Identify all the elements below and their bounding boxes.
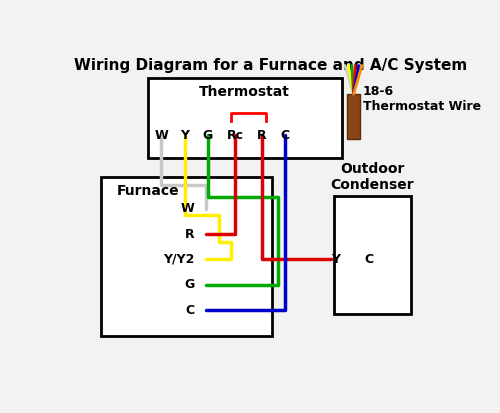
Text: C: C [365, 253, 374, 266]
Text: Furnace: Furnace [116, 184, 179, 198]
Text: Y/Y2: Y/Y2 [163, 253, 194, 266]
Text: W: W [180, 202, 194, 215]
Bar [348, 94, 360, 139]
Text: G: G [202, 129, 213, 142]
Text: R: R [184, 228, 194, 240]
Text: Wiring Diagram for a Furnace and A/C System: Wiring Diagram for a Furnace and A/C Sys… [74, 57, 468, 73]
Bar [148, 78, 342, 158]
Bar [334, 196, 411, 313]
Text: G: G [184, 278, 194, 292]
Text: 18-6
Thermostat Wire: 18-6 Thermostat Wire [363, 85, 481, 113]
Text: R: R [257, 129, 267, 142]
Text: Y: Y [331, 253, 340, 266]
Text: Y: Y [180, 129, 189, 142]
Text: W: W [154, 129, 168, 142]
Bar [101, 177, 272, 336]
Text: Rc: Rc [226, 129, 244, 142]
Text: Thermostat: Thermostat [199, 85, 290, 100]
Text: Outdoor
Condenser: Outdoor Condenser [330, 161, 414, 192]
Text: C: C [281, 129, 290, 142]
Text: C: C [185, 304, 194, 317]
